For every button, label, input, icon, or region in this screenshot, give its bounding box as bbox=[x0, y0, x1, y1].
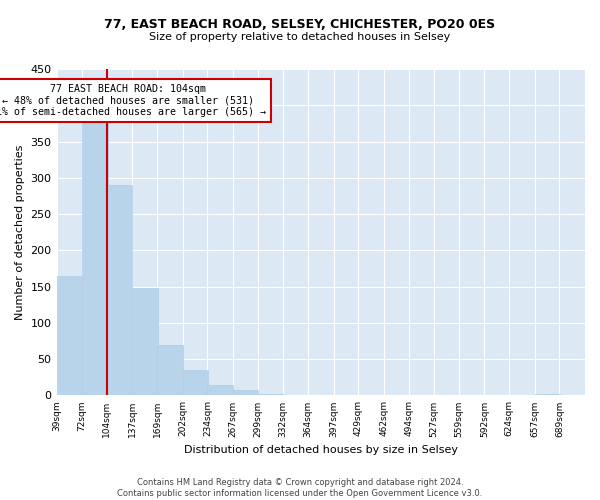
Text: 77 EAST BEACH ROAD: 104sqm
← 48% of detached houses are smaller (531)
51% of sem: 77 EAST BEACH ROAD: 104sqm ← 48% of deta… bbox=[0, 84, 266, 117]
Bar bbox=[233, 390, 259, 396]
X-axis label: Distribution of detached houses by size in Selsey: Distribution of detached houses by size … bbox=[184, 445, 458, 455]
Bar bbox=[535, 394, 560, 396]
Bar bbox=[182, 370, 208, 396]
Bar bbox=[82, 124, 107, 396]
Bar bbox=[208, 384, 233, 396]
Bar bbox=[157, 344, 182, 396]
Bar bbox=[133, 288, 158, 396]
Bar bbox=[107, 185, 133, 396]
Bar bbox=[56, 276, 82, 396]
Text: 77, EAST BEACH ROAD, SELSEY, CHICHESTER, PO20 0ES: 77, EAST BEACH ROAD, SELSEY, CHICHESTER,… bbox=[104, 18, 496, 30]
Bar bbox=[258, 394, 283, 396]
Text: Size of property relative to detached houses in Selsey: Size of property relative to detached ho… bbox=[149, 32, 451, 42]
Y-axis label: Number of detached properties: Number of detached properties bbox=[15, 144, 25, 320]
Text: Contains HM Land Registry data © Crown copyright and database right 2024.
Contai: Contains HM Land Registry data © Crown c… bbox=[118, 478, 482, 498]
Bar bbox=[334, 394, 359, 396]
